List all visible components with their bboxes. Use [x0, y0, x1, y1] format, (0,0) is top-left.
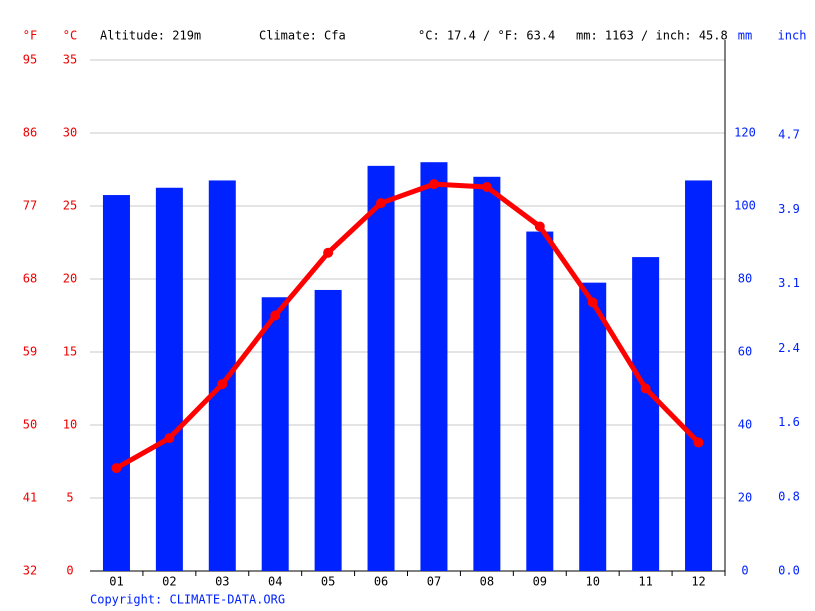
bar [526, 231, 554, 572]
y-tick-label: 77 [23, 199, 37, 213]
bar [155, 187, 183, 571]
unit-mm: mm [738, 29, 752, 43]
x-tick-label: 09 [533, 575, 547, 589]
bar [261, 297, 289, 571]
point [693, 437, 704, 448]
point [217, 379, 228, 390]
line [115, 181, 701, 471]
x-tick-label: 03 [215, 575, 229, 589]
point [428, 179, 439, 190]
point [534, 221, 545, 232]
y-tick-label: 2.4 [778, 341, 800, 355]
avg-temp: °C: 17.4 / °F: 63.4 [418, 29, 555, 43]
y-tick-label: 0.0 [778, 564, 800, 578]
y-tick-label: 0.8 [778, 489, 800, 503]
y-tick-label: 40 [738, 418, 752, 432]
x-tick-label: 01 [109, 575, 123, 589]
y-tick-label: 5 [66, 491, 73, 505]
point [587, 297, 598, 308]
bar [367, 165, 395, 571]
y-tick-label: 59 [23, 345, 37, 359]
y-tick-label: 30 [63, 126, 77, 140]
point [640, 383, 651, 394]
y-tick-label: 100 [734, 199, 756, 213]
x-tick-label: 05 [321, 575, 335, 589]
y-tick-label: 35 [63, 53, 77, 67]
y-tick-label: 86 [23, 126, 37, 140]
point [481, 182, 492, 193]
bar [632, 257, 660, 571]
unit-c: °C [63, 29, 77, 43]
point [270, 310, 281, 321]
bar [473, 176, 501, 572]
y-tick-label: 25 [63, 199, 77, 213]
point [164, 433, 175, 444]
x-tick-label: 08 [480, 575, 494, 589]
y-tick-label: 95 [23, 53, 37, 67]
avg-precip: mm: 1163 / inch: 45.8 [576, 29, 728, 43]
y-tick-label: 20 [63, 272, 77, 286]
point [323, 247, 334, 258]
x-tick-label: 06 [374, 575, 388, 589]
y-tick-label: 3.9 [778, 202, 800, 216]
point [376, 198, 387, 209]
x-tick-label: 02 [162, 575, 176, 589]
x-tick-label: 07 [427, 575, 441, 589]
y-tick-label: 20 [738, 491, 752, 505]
unit-f: °F [23, 29, 37, 43]
x-tick-label: 11 [638, 575, 652, 589]
y-tick-label: 1.6 [778, 415, 800, 429]
x-tick-label: 04 [268, 575, 282, 589]
y-tick-label: 50 [23, 418, 37, 432]
y-tick-label: 15 [63, 345, 77, 359]
y-tick-label: 60 [738, 345, 752, 359]
bar [579, 282, 607, 571]
unit-inch: inch [778, 29, 807, 43]
x-tick-label: 10 [585, 575, 599, 589]
x-tick-label: 12 [691, 575, 705, 589]
y-tick-label: 0 [66, 564, 73, 578]
bar [420, 162, 448, 571]
bar [102, 195, 130, 572]
bar [314, 289, 342, 571]
y-tick-label: 32 [23, 564, 37, 578]
bar [685, 180, 713, 571]
point [111, 463, 122, 474]
y-tick-label: 80 [738, 272, 752, 286]
climate: Climate: Cfa [259, 29, 346, 43]
y-tick-label: 41 [23, 491, 37, 505]
altitude: Altitude: 219m [100, 29, 201, 43]
y-tick-label: 120 [734, 126, 756, 140]
copyright: Copyright: CLIMATE-DATA.ORG [90, 593, 285, 607]
y-tick-label: 3.1 [778, 276, 800, 290]
y-tick-label: 68 [23, 272, 37, 286]
y-tick-label: 0 [741, 564, 748, 578]
y-tick-label: 10 [63, 418, 77, 432]
y-tick-label: 4.7 [778, 128, 800, 142]
